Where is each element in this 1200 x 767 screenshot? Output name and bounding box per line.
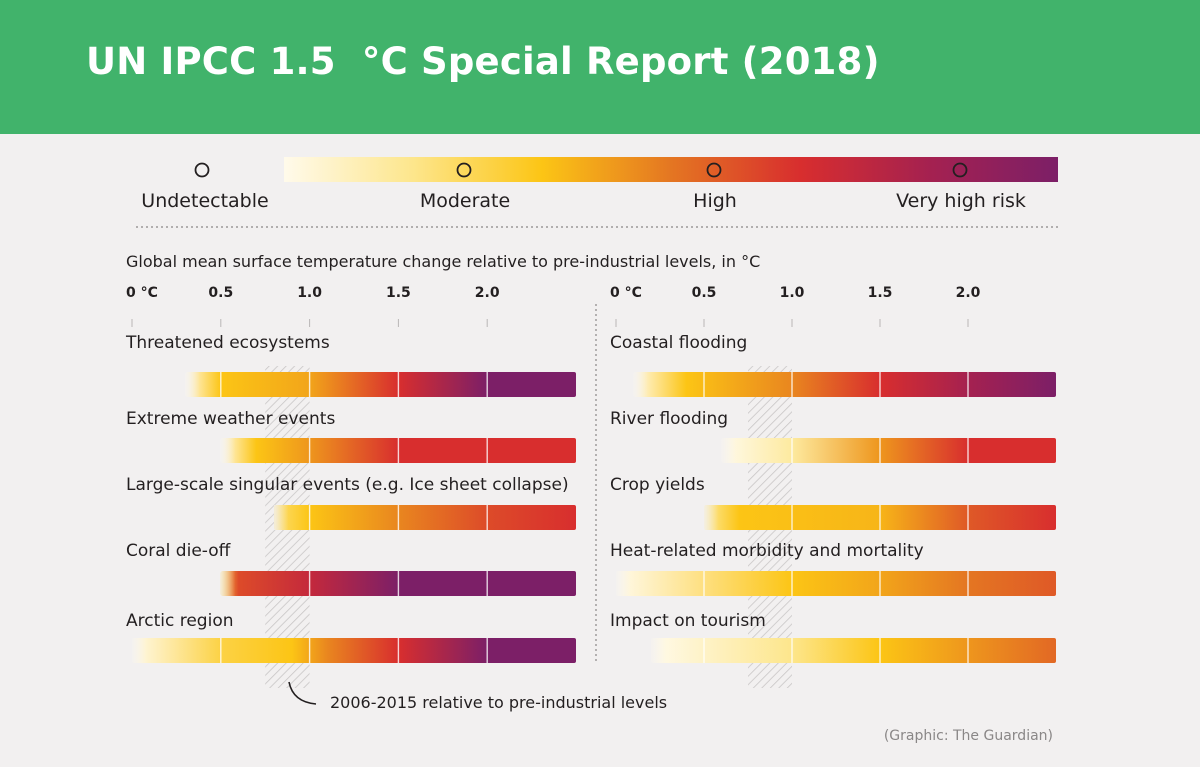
row-label-heat-related-morbidity-and-mortality: Heat-related morbidity and mortality [610, 541, 924, 561]
row-label-threatened-ecosystems: Threatened ecosystems [125, 333, 330, 353]
legend: Undetectable Moderate High Very high ris… [141, 157, 1058, 212]
row-label-arctic-region: Arctic region [126, 611, 234, 631]
legend-colorbar [284, 157, 1058, 182]
x-tick-label: 0.5 [208, 285, 233, 301]
risk-chart: Undetectable Moderate High Very high ris… [125, 157, 1058, 744]
x-tick-label: 2.0 [475, 285, 500, 301]
legend-label-very-high: Very high risk [896, 190, 1026, 212]
x-tick-label: 1.0 [297, 285, 322, 301]
risk-bar-fade [185, 372, 306, 397]
x-tick-label: 2.0 [956, 285, 981, 301]
legend-marker-high [706, 162, 722, 178]
annotation-label: 2006-2015 relative to pre-industrial lev… [330, 693, 667, 712]
row-label-impact-on-tourism: Impact on tourism [610, 611, 766, 631]
legend-marker-moderate [456, 162, 472, 178]
row-label-coastal-flooding: Coastal flooding [610, 333, 747, 353]
source-credit: (Graphic: The Guardian) [884, 728, 1053, 744]
risk-bar-fade [651, 638, 772, 663]
row-label-river-flooding: River flooding [610, 409, 728, 429]
x-tick-label: 1.5 [386, 285, 411, 301]
risk-bar-fade [132, 638, 252, 663]
x-tick-label: 1.0 [780, 285, 805, 301]
legend-label-undetectable: Undetectable [141, 190, 268, 212]
x-tick-label: 0 °C [126, 285, 158, 301]
axis-label: Global mean surface temperature change r… [126, 252, 760, 271]
x-tick-label: 0.5 [692, 285, 717, 301]
risk-bar-fade [704, 505, 824, 530]
panels: 0 °C 0.5 1.0 1.5 2.0 Threatened ecosystems Ext… [125, 285, 1056, 688]
legend-label-moderate: Moderate [420, 190, 510, 212]
risk-bar-fade [721, 438, 842, 463]
risk-bar-fade [220, 438, 341, 463]
x-tick-label: 1.5 [868, 285, 893, 301]
page-title: UN IPCC 1.5 °C Special Report (2018) [86, 40, 880, 83]
risk-bar-fade [220, 571, 341, 596]
legend-label-high: High [693, 190, 737, 212]
risk-bar-fade [633, 372, 754, 397]
legend-marker-very-high [952, 162, 968, 178]
panel-2: 0 °C 0.5 1.0 1.5 2.0 Coastal flooding River fl… [610, 285, 1056, 688]
risk-bar-fade [274, 505, 395, 530]
row-label-crop-yields: Crop yields [610, 475, 705, 495]
risk-bar-fade [616, 571, 736, 596]
annotation-leader [288, 681, 317, 705]
panel-1: 0 °C 0.5 1.0 1.5 2.0 Threatened ecosystems Ext… [125, 285, 577, 688]
row-label-large-scale-singular-events-e-g-ice-sheet-collapse: Large-scale singular events (e.g. Ice sh… [126, 475, 569, 495]
legend-marker-undetectable [194, 162, 210, 178]
row-label-extreme-weather-events: Extreme weather events [126, 409, 335, 429]
title-banner: UN IPCC 1.5 °C Special Report (2018) [0, 0, 1200, 134]
row-label-coral-die-off: Coral die-off [126, 541, 232, 561]
x-tick-label: 0 °C [610, 285, 642, 301]
